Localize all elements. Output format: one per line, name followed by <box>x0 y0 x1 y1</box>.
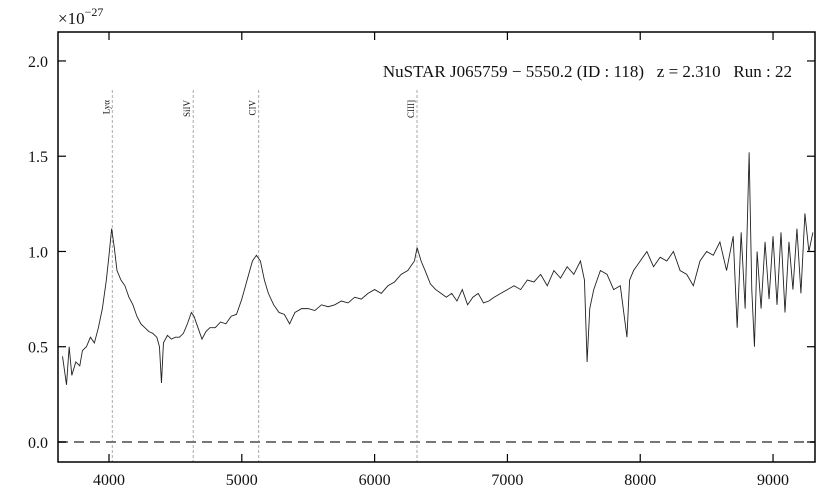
y-offset-base: ×10 <box>58 9 85 28</box>
y-offset-exponent: −27 <box>85 5 104 19</box>
x-tick-label: 9000 <box>757 472 789 489</box>
spectrum-line <box>62 152 814 385</box>
x-tick-label: 7000 <box>491 472 523 489</box>
y-tick-label: 2.0 <box>28 54 48 71</box>
emission-line-label: Lyα <box>101 100 111 115</box>
y-offset-label: ×10−27 <box>58 5 103 28</box>
emission-line-label: CIV <box>248 100 258 116</box>
chart-title: NuSTAR J065759 − 5550.2 (ID : 118) z = 2… <box>383 62 792 81</box>
x-tick-label: 6000 <box>359 472 391 489</box>
emission-line-label: SiIV <box>182 100 192 118</box>
x-tick-label: 4000 <box>93 472 125 489</box>
y-tick-label: 0.5 <box>28 340 48 357</box>
y-tick-label: 1.0 <box>28 244 48 261</box>
x-tick-label: 5000 <box>226 472 258 489</box>
x-tick-label: 8000 <box>624 472 656 489</box>
emission-line-label: CIII] <box>406 100 416 118</box>
plot-frame <box>57 31 816 463</box>
y-tick-label: 1.5 <box>28 149 48 166</box>
y-tick-label: 0.0 <box>28 435 48 452</box>
